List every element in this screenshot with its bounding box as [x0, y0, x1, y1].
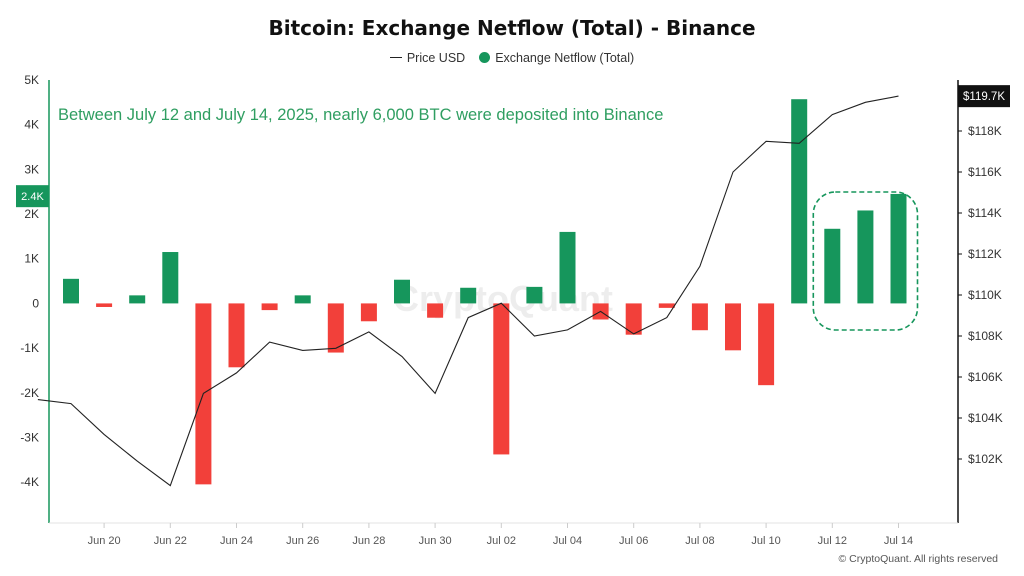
netflow-bar: [791, 99, 808, 304]
left-tick-label: -3K: [20, 430, 39, 444]
legend: Price USD Exchange Netflow (Total): [0, 50, 1024, 65]
annotation-text: Between July 12 and July 14, 2025, nearl…: [58, 106, 663, 124]
netflow-bar: [129, 295, 146, 304]
chart-title: Bitcoin: Exchange Netflow (Total) - Bina…: [268, 16, 756, 40]
netflow-bar: [162, 252, 179, 304]
netflow-bar: [691, 303, 708, 331]
netflow-bar: [526, 286, 543, 304]
left-tick-label: 1K: [24, 252, 39, 266]
netflow-bar: [725, 303, 741, 351]
netflow-bar: [625, 303, 642, 335]
x-tick-label: Jun 28: [352, 535, 385, 547]
right-tick-label: $108K: [968, 329, 1003, 343]
right-current-marker-label: $119.7K: [963, 91, 1005, 103]
x-tick-label: Jul 04: [553, 535, 582, 547]
price-line: [37, 95, 899, 487]
netflow-bar: [493, 303, 510, 455]
netflow-bar: [559, 231, 576, 304]
x-tick-label: Jul 06: [619, 535, 648, 547]
left-tick-label: -4K: [20, 475, 39, 489]
copyright-footer: © CryptoQuant. All rights reserved: [838, 553, 998, 565]
right-tick-label: $104K: [968, 411, 1003, 425]
netflow-bar: [658, 303, 675, 308]
netflow-bar: [857, 210, 874, 304]
x-tick-label: Jun 30: [419, 535, 452, 547]
right-tick-label: $114K: [968, 206, 1002, 220]
x-tick-label: Jun 26: [286, 535, 319, 547]
legend-netflow-label: Exchange Netflow (Total): [495, 50, 635, 65]
x-tick-label: Jun 22: [154, 535, 187, 547]
left-tick-label: -2K: [20, 386, 39, 400]
x-tick-label: Jul 02: [487, 535, 516, 547]
legend-price-label: Price USD: [406, 50, 466, 65]
left-tick-label: 5K: [24, 73, 39, 87]
legend-netflow-swatch: [479, 52, 491, 64]
netflow-bar: [394, 279, 410, 304]
netflow-bar: [261, 303, 278, 311]
left-tick-label: 0: [32, 296, 39, 310]
right-tick-label: $106K: [968, 370, 1003, 384]
left-current-marker: [16, 185, 49, 208]
netflow-bar: [758, 303, 775, 386]
x-tick-label: Jun 20: [88, 535, 121, 547]
highlight-box: [812, 191, 919, 331]
x-tick-label: Jul 10: [751, 535, 780, 547]
netflow-bar: [327, 303, 344, 353]
netflow-bar: [96, 303, 113, 307]
right-tick-label: $110K: [968, 288, 1002, 302]
left-current-marker-label: 2.4K: [21, 191, 44, 203]
netflow-bar: [460, 287, 477, 304]
left-tick-label: 2K: [24, 207, 39, 221]
right-tick-label: $112K: [968, 247, 1002, 261]
legend-price-swatch: [389, 57, 402, 59]
netflow-bar: [427, 303, 444, 318]
netflow-bar: [63, 278, 79, 304]
left-tick-label: -1K: [20, 341, 39, 355]
netflow-bar: [228, 303, 245, 368]
x-tick-label: Jun 24: [220, 535, 253, 547]
netflow-bar: [294, 295, 311, 304]
left-tick-label: 4K: [24, 118, 39, 132]
x-tick-label: Jul 12: [818, 535, 847, 547]
x-tick-label: Jul 08: [685, 535, 714, 547]
right-current-marker: [958, 85, 1010, 108]
netflow-bar: [824, 228, 841, 304]
netflow-bar: [360, 303, 377, 322]
right-tick-label: $116K: [968, 165, 1002, 179]
left-tick-label: 3K: [24, 162, 39, 176]
netflow-bar: [890, 193, 907, 304]
right-tick-label: $118K: [968, 124, 1002, 138]
right-tick-label: $102K: [968, 452, 1003, 466]
x-tick-label: Jul 14: [884, 535, 913, 547]
